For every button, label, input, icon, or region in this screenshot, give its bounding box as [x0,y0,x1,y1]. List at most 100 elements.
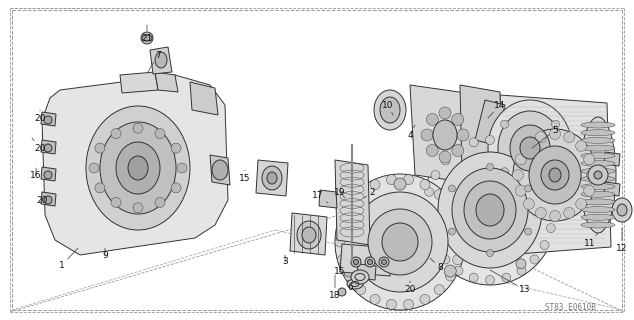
Ellipse shape [580,117,616,233]
Circle shape [486,276,495,284]
Circle shape [420,294,430,304]
Circle shape [368,260,373,265]
Circle shape [344,271,354,281]
Circle shape [434,189,444,199]
Circle shape [420,180,430,190]
Text: 3: 3 [282,255,288,267]
Circle shape [425,224,434,233]
Polygon shape [150,47,172,74]
Circle shape [111,129,121,139]
Circle shape [365,257,375,267]
Circle shape [370,180,380,190]
Text: 19: 19 [334,188,346,198]
Circle shape [550,129,560,140]
Text: 13: 13 [490,270,531,294]
Circle shape [552,168,559,176]
Circle shape [455,237,465,247]
Circle shape [564,132,574,143]
Text: 20: 20 [34,110,46,123]
Text: 20: 20 [404,281,416,294]
Circle shape [446,271,455,281]
Ellipse shape [581,176,615,182]
Ellipse shape [352,192,448,292]
Circle shape [370,294,380,304]
Polygon shape [604,182,620,196]
Ellipse shape [86,106,190,230]
Circle shape [335,237,345,247]
Circle shape [133,123,143,133]
Ellipse shape [581,160,615,166]
Circle shape [446,203,455,213]
Ellipse shape [155,52,167,68]
Polygon shape [42,75,228,255]
Circle shape [356,284,366,295]
Circle shape [431,241,440,250]
Polygon shape [357,264,376,280]
Circle shape [95,183,105,193]
Circle shape [448,228,455,235]
Circle shape [344,203,354,213]
Circle shape [501,120,508,128]
Circle shape [548,205,557,214]
Polygon shape [290,213,327,255]
Circle shape [452,114,463,125]
Ellipse shape [302,227,316,243]
Text: 21: 21 [141,25,153,43]
Circle shape [337,255,347,265]
Circle shape [423,205,433,215]
Ellipse shape [347,279,363,289]
Circle shape [155,197,165,207]
Circle shape [540,241,549,250]
Circle shape [576,198,586,210]
Text: 7: 7 [148,51,161,72]
Circle shape [141,32,153,44]
Polygon shape [41,192,56,206]
Circle shape [89,163,99,173]
Circle shape [535,132,547,143]
Circle shape [501,168,508,176]
Ellipse shape [476,194,504,226]
Ellipse shape [452,168,528,252]
Text: 4: 4 [407,125,415,140]
Ellipse shape [116,142,160,194]
Circle shape [550,211,560,221]
Text: 12: 12 [616,228,628,252]
Ellipse shape [549,168,561,182]
Circle shape [441,156,450,165]
Text: 11: 11 [585,233,598,247]
Circle shape [469,273,478,282]
Circle shape [387,299,396,309]
Circle shape [524,228,531,235]
Circle shape [44,196,52,204]
Ellipse shape [498,111,562,185]
Circle shape [576,140,586,151]
Ellipse shape [617,204,627,216]
Polygon shape [460,85,502,180]
Ellipse shape [612,198,632,222]
Ellipse shape [368,209,432,275]
Text: 2: 2 [364,188,375,198]
Ellipse shape [529,146,581,204]
Ellipse shape [382,223,418,261]
Circle shape [452,145,463,156]
Text: 15: 15 [334,265,346,276]
Circle shape [517,145,526,154]
Ellipse shape [520,137,540,159]
Circle shape [354,260,358,265]
Text: ST83 E0610B: ST83 E0610B [545,303,595,313]
Circle shape [454,145,463,154]
Ellipse shape [581,191,615,197]
Ellipse shape [297,221,321,249]
Circle shape [469,138,478,147]
Circle shape [486,135,495,145]
Circle shape [111,197,121,207]
Ellipse shape [262,166,282,190]
Circle shape [586,170,597,180]
Ellipse shape [513,129,597,221]
Circle shape [454,266,463,275]
Circle shape [444,265,456,277]
Circle shape [133,203,143,213]
Circle shape [457,129,469,141]
Circle shape [564,207,574,218]
Ellipse shape [594,171,602,179]
